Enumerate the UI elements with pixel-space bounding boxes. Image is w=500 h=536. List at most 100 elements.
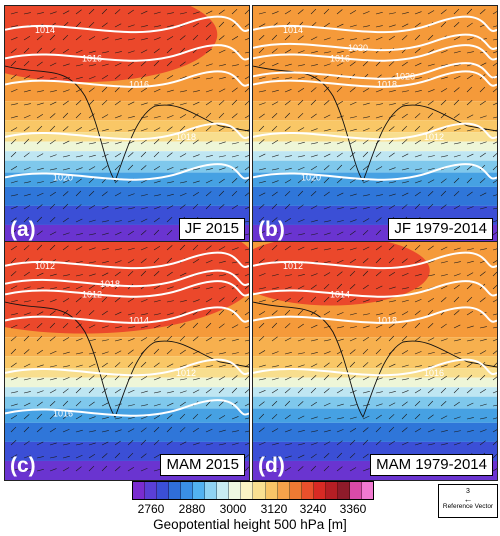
wind-vector: [88, 401, 95, 407]
wind-vector: [284, 274, 292, 277]
wind-vector: [101, 374, 108, 381]
wind-vector: [36, 139, 43, 145]
wind-vector: [36, 427, 43, 433]
wind-vector: [258, 216, 265, 223]
wind-vector: [62, 365, 70, 368]
wind-vector: [192, 139, 199, 145]
wind-vector: [258, 90, 266, 93]
wind-vector: [375, 300, 383, 303]
wind-vector: [218, 178, 225, 184]
wind-vector: [127, 101, 135, 106]
wind-vector: [453, 87, 460, 93]
wind-vector: [297, 9, 304, 15]
wind-vector: [114, 51, 122, 54]
wind-vector: [62, 232, 70, 236]
wind-vector: [271, 125, 278, 132]
wind-vector: [179, 441, 187, 446]
wind-vector: [192, 299, 200, 303]
wind-vector: [75, 338, 83, 342]
wind-vector: [166, 245, 173, 251]
wind-vector: [127, 404, 135, 407]
wind-vector: [375, 391, 383, 394]
wind-vector: [375, 60, 382, 67]
wind-vector: [205, 48, 212, 54]
wind-vector: [375, 324, 383, 329]
wind-vector: [427, 245, 434, 251]
wind-vector: [192, 336, 199, 342]
wind-vector: [479, 271, 486, 277]
wind-vector: [271, 154, 279, 158]
wind-vector: [101, 37, 109, 41]
wind-vector: [192, 244, 199, 251]
wind-vector: [101, 441, 109, 446]
panel-d: 1012 1014 1018 1016 (d) MAM 1979-2014: [252, 241, 498, 481]
wind-vector: [23, 378, 31, 381]
wind-vector: [36, 216, 43, 223]
wind-vector: [36, 47, 43, 54]
wind-vector: [427, 34, 434, 41]
wind-vector: [88, 36, 96, 41]
wind-vector: [258, 441, 266, 446]
wind-vector: [153, 229, 160, 236]
height-band: [253, 356, 497, 369]
wind-vector: [153, 25, 161, 28]
wind-vector: [375, 285, 383, 290]
wind-vector: [127, 440, 134, 446]
colorbar-swatch: [361, 482, 373, 499]
wind-vector: [349, 10, 357, 15]
wind-vector: [297, 401, 304, 407]
wind-vector: [218, 167, 226, 171]
wind-vector: [114, 141, 122, 145]
wind-vector: [88, 219, 96, 223]
wind-vector: [140, 313, 148, 316]
wind-vector: [36, 192, 44, 197]
reference-vector-label: Reference Vector: [442, 503, 494, 510]
colorbar-tick: 3240: [299, 502, 327, 516]
wind-vector: [440, 50, 448, 54]
wind-vector: [218, 376, 226, 381]
wind-vector: [166, 166, 174, 171]
wind-vector: [388, 378, 396, 381]
wind-vector: [88, 233, 96, 236]
wind-vector: [362, 325, 370, 329]
wind-vector: [297, 76, 305, 80]
wind-vector: [218, 274, 226, 277]
wind-vector: [166, 377, 174, 381]
wind-vector: [453, 36, 461, 41]
wind-vector: [323, 339, 331, 342]
wind-vector: [62, 112, 69, 119]
wind-vector: [127, 416, 135, 420]
wind-vector: [271, 456, 279, 459]
wind-vector: [284, 179, 292, 184]
wind-vector: [362, 218, 370, 223]
wind-vector: [244, 87, 249, 93]
wind-vector: [440, 141, 448, 145]
wind-vector: [218, 309, 225, 316]
wind-vector: [244, 403, 249, 407]
wind-vector: [140, 337, 148, 342]
wind-vector: [114, 248, 122, 251]
wind-vector: [349, 247, 357, 251]
wind-vector: [88, 21, 95, 28]
wind-vector: [310, 363, 318, 368]
wind-vector: [453, 430, 461, 433]
wind-vector: [466, 441, 474, 446]
wind-vector: [10, 11, 18, 15]
wind-vector: [349, 404, 357, 407]
wind-vector: [218, 9, 225, 15]
wind-vector: [114, 86, 121, 93]
wind-vector: [349, 50, 357, 54]
wind-vector: [310, 401, 317, 407]
wind-vector: [362, 391, 370, 394]
wind-vector: [101, 351, 109, 355]
wind-vector: [271, 113, 278, 119]
wind-vector: [101, 22, 108, 28]
wind-vector: [440, 99, 447, 106]
colorbar-swatch: [277, 482, 290, 499]
wind-vector: [492, 350, 497, 355]
wind-vector: [179, 244, 186, 251]
wind-vector: [336, 192, 344, 197]
wind-vector: [362, 404, 370, 407]
wind-vector: [336, 452, 343, 459]
wind-vector: [153, 285, 161, 290]
